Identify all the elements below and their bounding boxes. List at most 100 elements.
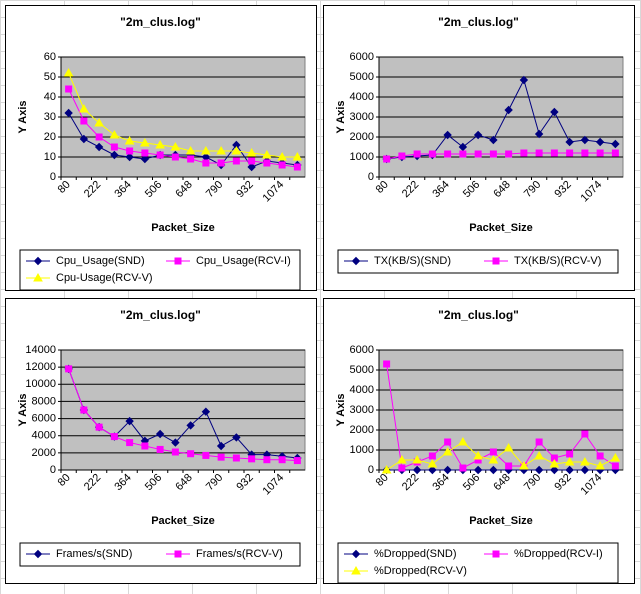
- data-point: [443, 130, 452, 140]
- series-line: [68, 88, 298, 168]
- y-tick-label: 2000: [32, 447, 56, 459]
- legend-box: [337, 542, 619, 584]
- data-point: [126, 147, 134, 155]
- data-point: [534, 465, 544, 475]
- legend-box: [19, 542, 301, 567]
- series-line: [68, 112, 298, 168]
- data-point: [473, 465, 483, 475]
- legend-label: Cpu_Usage(SND): [56, 255, 145, 267]
- data-point: [156, 445, 164, 453]
- data-point: [412, 454, 422, 464]
- y-tick-label: 2000: [350, 424, 374, 436]
- data-point: [428, 465, 437, 475]
- data-point: [611, 139, 620, 149]
- data-point: [187, 450, 195, 458]
- data-point: [489, 150, 497, 158]
- data-point: [383, 360, 391, 368]
- y-tick-label: 6000: [350, 51, 374, 63]
- series-line: [386, 441, 616, 471]
- data-point: [427, 458, 438, 468]
- legend-marker: [492, 257, 500, 265]
- data-point: [489, 135, 498, 145]
- chart-title: "2m_clus.log": [120, 15, 201, 29]
- data-point: [187, 155, 195, 163]
- chart-title: "2m_clus.log": [438, 15, 519, 29]
- data-point: [519, 460, 529, 470]
- data-point: [595, 137, 605, 147]
- data-point: [535, 149, 543, 157]
- data-point: [428, 150, 436, 158]
- legend-marker: [174, 550, 182, 558]
- legend-marker: [33, 272, 43, 282]
- y-tick-label: 14000: [25, 344, 56, 356]
- legend-box: [337, 249, 619, 274]
- series-line: [68, 72, 298, 158]
- data-point: [80, 406, 88, 414]
- y-tick-label: 8000: [32, 395, 56, 407]
- data-point: [262, 149, 272, 159]
- legend-label: %Dropped(RCV-V): [374, 565, 467, 577]
- legend-marker: [351, 549, 361, 559]
- data-point: [79, 134, 89, 144]
- data-point: [413, 150, 421, 158]
- data-point: [94, 142, 104, 152]
- data-point: [278, 456, 286, 464]
- data-point: [398, 464, 406, 472]
- data-point: [248, 157, 256, 165]
- data-point: [80, 117, 88, 125]
- data-point: [110, 433, 118, 441]
- data-point: [549, 458, 560, 468]
- legend-marker: [174, 257, 182, 265]
- data-point: [155, 429, 165, 439]
- chart-title: "2m_clus.log": [120, 308, 201, 322]
- data-point: [535, 438, 543, 446]
- data-point: [64, 108, 73, 118]
- data-point: [595, 460, 605, 470]
- plot-area: [60, 349, 306, 471]
- y-axis-title: Y Axis: [335, 393, 347, 426]
- data-point: [504, 105, 513, 115]
- legend-marker: [33, 549, 43, 559]
- data-point: [217, 159, 225, 167]
- data-point: [596, 149, 604, 157]
- y-tick-label: 50: [44, 71, 56, 83]
- data-point: [566, 450, 574, 458]
- data-point: [473, 450, 483, 460]
- data-point: [63, 67, 74, 77]
- data-point: [110, 143, 118, 151]
- data-point: [124, 135, 135, 145]
- data-point: [202, 451, 210, 459]
- series-line: [386, 78, 616, 160]
- data-point: [141, 149, 149, 157]
- data-point: [65, 365, 73, 373]
- legend-label: Cpu-Usage(RCV-V): [56, 272, 153, 284]
- data-point: [581, 430, 589, 438]
- y-tick-label: 6000: [32, 412, 56, 424]
- data-point: [216, 145, 226, 155]
- data-point: [488, 454, 499, 464]
- data-point: [596, 452, 604, 460]
- y-tick-label: 0: [368, 464, 374, 476]
- data-point: [185, 145, 196, 155]
- data-point: [216, 441, 226, 451]
- series-line: [386, 363, 616, 469]
- data-point: [565, 137, 574, 147]
- data-point: [201, 145, 211, 155]
- data-point: [293, 457, 301, 465]
- legend-marker: [351, 256, 361, 266]
- data-point: [381, 464, 392, 474]
- y-tick-label: 3000: [350, 404, 374, 416]
- data-point: [95, 423, 103, 431]
- data-point: [580, 135, 590, 145]
- data-point: [95, 133, 103, 141]
- series-line: [68, 368, 298, 462]
- legend-box: [19, 249, 301, 291]
- y-tick-label: 40: [44, 91, 56, 103]
- data-point: [580, 456, 590, 466]
- data-point: [444, 150, 452, 158]
- data-point: [459, 464, 467, 472]
- data-point: [581, 149, 589, 157]
- data-point: [610, 452, 621, 462]
